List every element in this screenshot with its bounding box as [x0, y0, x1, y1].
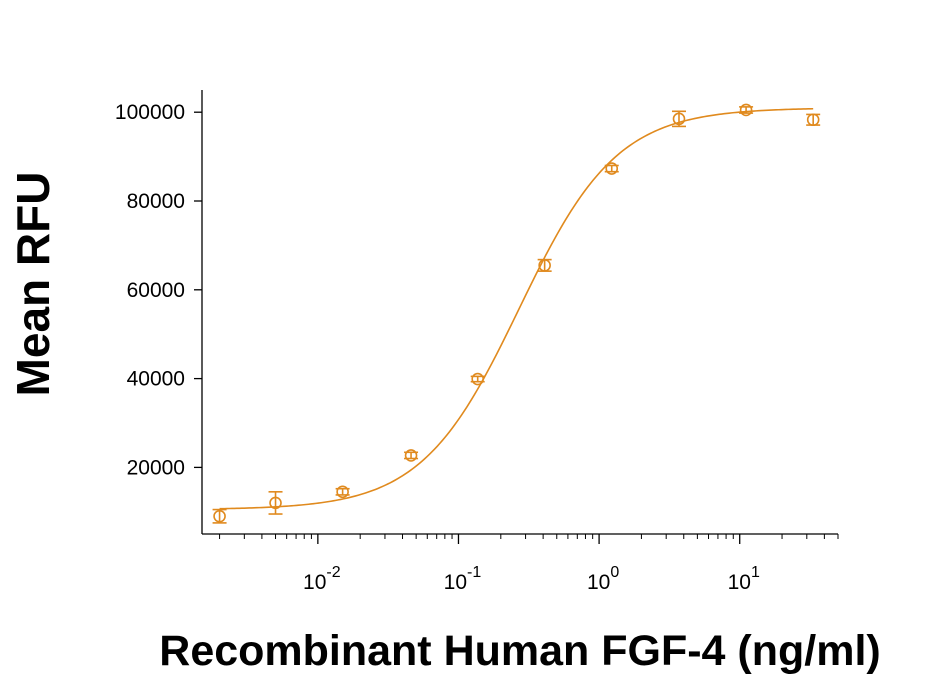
x-tick-label: 101	[728, 564, 760, 594]
data-point	[537, 258, 552, 272]
data-point	[470, 372, 485, 386]
data-point	[268, 491, 283, 515]
data-marker	[269, 496, 282, 510]
x-tick-base: 10	[728, 571, 751, 594]
x-tick-label: 10-2	[303, 564, 341, 594]
data-marker	[739, 103, 753, 117]
y-tick-label: 80000	[127, 190, 185, 213]
data-point	[806, 113, 821, 127]
y-axis-title: Mean RFU	[7, 172, 59, 397]
y-tick-label: 60000	[127, 279, 185, 302]
data-marker	[605, 162, 619, 175]
data-marker	[806, 113, 820, 127]
x-tick-exponent: -2	[326, 564, 340, 581]
y-tick-label: 40000	[127, 368, 185, 391]
data-marker	[538, 259, 551, 272]
x-tick-label: 10-1	[444, 564, 482, 594]
axes	[201, 90, 838, 535]
data-marker	[471, 372, 485, 386]
y-tick-label: 20000	[127, 456, 185, 479]
x-tick-base: 10	[444, 571, 467, 594]
x-tick-exponent: -1	[467, 564, 481, 581]
data-point	[604, 162, 619, 175]
data-marker	[336, 485, 349, 499]
data-marker	[672, 112, 686, 126]
x-tick-base: 10	[587, 571, 610, 594]
data-marker	[213, 509, 226, 523]
x-axis-title: Recombinant Human FGF-4 (ng/ml)	[159, 627, 880, 675]
x-tick-exponent: 1	[751, 564, 760, 581]
data-point	[739, 103, 754, 117]
x-tick-base: 10	[303, 571, 326, 594]
x-tick-label: 100	[587, 564, 619, 594]
data-marker	[404, 449, 418, 462]
x-tick-exponent: 0	[610, 564, 619, 581]
data-point	[212, 508, 227, 524]
data-point	[335, 485, 350, 499]
data-points	[212, 103, 821, 524]
fit-curve	[219, 107, 814, 510]
y-tick-label: 100000	[115, 101, 185, 124]
data-point	[404, 449, 419, 462]
data-point	[671, 110, 686, 128]
